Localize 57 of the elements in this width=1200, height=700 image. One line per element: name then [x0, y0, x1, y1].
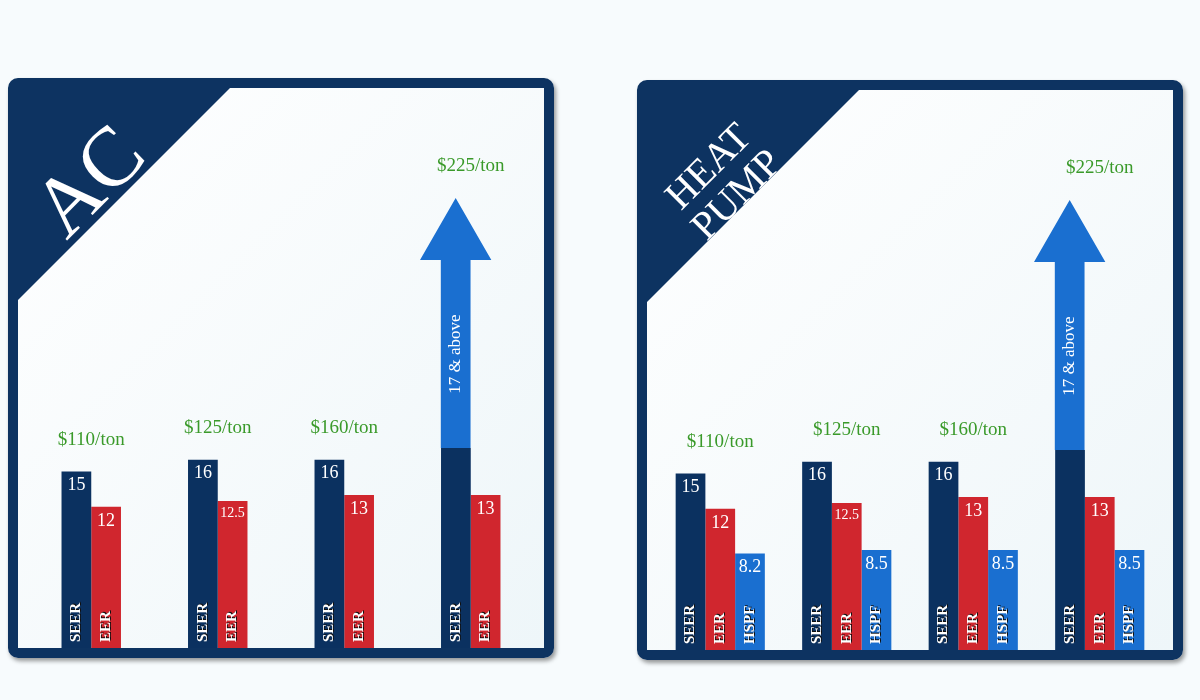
- data-label: 12.5: [834, 506, 859, 522]
- text: EER: [223, 611, 240, 642]
- text: HSPF: [993, 605, 1010, 644]
- data-label: 8.2: [738, 556, 762, 577]
- text: HSPF: [867, 605, 884, 644]
- data-label: 13: [350, 497, 369, 518]
- text: SEER: [1060, 604, 1077, 644]
- bar: [705, 508, 736, 650]
- bar: [91, 506, 121, 648]
- series-label: HSPF: [740, 605, 757, 644]
- text: SEER: [446, 602, 463, 642]
- data-label: 8.5: [865, 552, 888, 573]
- data-label: 17 & above: [445, 314, 465, 394]
- text: $225/ton: [1065, 156, 1135, 178]
- data-label: 8.5: [991, 552, 1015, 573]
- text: $125/ton: [812, 418, 882, 440]
- text: EER: [964, 613, 981, 644]
- data-label: 12: [711, 511, 730, 532]
- data-label: 12.5: [220, 504, 245, 520]
- data-label: 17 & above: [1059, 316, 1079, 396]
- text: SEER: [934, 604, 951, 644]
- bar: [958, 497, 989, 650]
- bar: [1084, 497, 1115, 650]
- series-label: SEER: [193, 602, 210, 642]
- data-label: 15: [67, 474, 86, 495]
- data-label: 13: [1090, 499, 1109, 520]
- data-label: 16: [934, 464, 953, 485]
- text: EER: [349, 611, 366, 642]
- text: $125/ton: [183, 416, 253, 438]
- text: HSPF: [1120, 605, 1137, 644]
- data-label: 13: [964, 499, 983, 520]
- annotation: $110/ton: [686, 430, 755, 452]
- text: EER: [837, 613, 854, 644]
- text: SEER: [320, 602, 337, 642]
- text: EER: [476, 611, 493, 642]
- data-label: 15: [681, 476, 700, 497]
- chart-title: AC: [12, 104, 163, 256]
- data-label: 16: [193, 462, 212, 483]
- data-label: 16: [808, 464, 827, 485]
- text: $160/ton: [310, 416, 379, 438]
- bar: [802, 461, 832, 650]
- bar: [188, 459, 218, 648]
- text: $225/ton: [436, 154, 506, 176]
- data-label: 16: [320, 462, 339, 483]
- series-label: SEER: [681, 604, 698, 644]
- bar: [344, 495, 374, 648]
- text: $160/ton: [939, 418, 1008, 440]
- series-label: EER: [711, 612, 728, 644]
- text: SEER: [67, 602, 84, 642]
- series-label: EER: [96, 610, 113, 642]
- data-label: 13: [476, 497, 495, 518]
- text: EER: [1090, 613, 1107, 644]
- bar: [831, 502, 862, 650]
- data-label: 8.5: [1118, 552, 1141, 573]
- text: SEER: [807, 604, 824, 644]
- annotation: $110/ton: [57, 428, 126, 450]
- data-label: 12: [97, 509, 116, 530]
